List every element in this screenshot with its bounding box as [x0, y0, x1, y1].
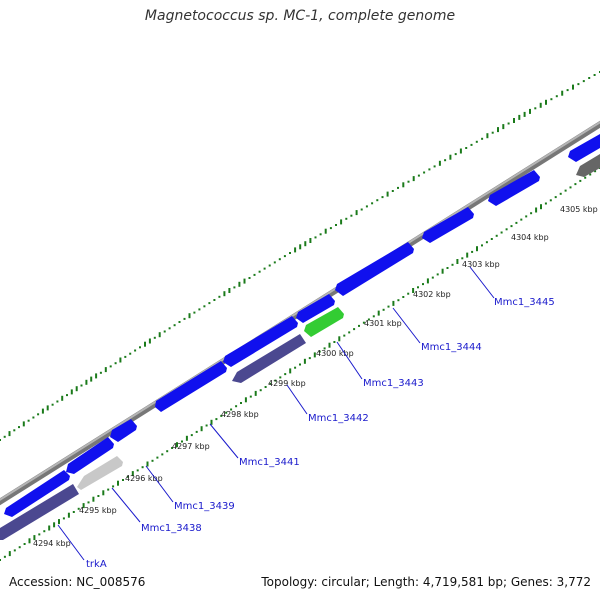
kbp-label: 4294 kbp: [33, 539, 71, 548]
genome-backbone: [0, 120, 600, 506]
forward-cds-feature[interactable]: [155, 361, 227, 412]
kbp-label: 4303 kbp: [462, 260, 500, 269]
forward-cds-feature[interactable]: [335, 242, 414, 296]
leader-line: [336, 341, 363, 380]
leader-line: [392, 307, 421, 344]
leader-line: [286, 384, 308, 415]
gene-label-mmc1-3442[interactable]: Mmc1_3442: [308, 413, 369, 424]
reverse-cds-feature[interactable]: [232, 334, 306, 383]
gene-label-mmc1-3439[interactable]: Mmc1_3439: [174, 501, 235, 512]
inner-gc-track: [0, 167, 600, 561]
kbp-scale: 4294 kbp 4295 kbp 4296 kbp 4297 kbp 4298…: [33, 205, 598, 548]
kbp-label: 4295 kbp: [79, 506, 117, 515]
map-title: Magnetococcus sp. MC-1, complete genome: [144, 8, 456, 24]
gene-label-mmc1-3441[interactable]: Mmc1_3441: [239, 457, 300, 468]
genome-summary-text: Topology: circular; Length: 4,719,581 bp…: [261, 575, 591, 589]
forward-cds-feature[interactable]: [4, 470, 70, 517]
gene-label-mmc1-3443[interactable]: Mmc1_3443: [363, 378, 424, 389]
forward-cds-feature[interactable]: [568, 134, 600, 162]
forward-cds-feature[interactable]: [422, 207, 474, 243]
pseudo-feature[interactable]: [77, 456, 123, 490]
forward-cds-feature[interactable]: [488, 170, 540, 206]
accession-text: Accession: NC_008576: [9, 575, 146, 589]
kbp-label: 4297 kbp: [172, 442, 210, 451]
gene-labels: trkA Mmc1_3438 Mmc1_3439 Mmc1_3441 Mmc1_…: [86, 297, 555, 570]
forward-cds-feature[interactable]: [296, 294, 335, 323]
kbp-label: 4301 kbp: [364, 319, 402, 328]
kbp-label: 4296 kbp: [125, 474, 163, 483]
leader-line: [57, 524, 85, 561]
kbp-label: 4305 kbp: [560, 205, 598, 214]
leader-line: [209, 423, 239, 459]
gene-label-trka[interactable]: trkA: [86, 559, 107, 570]
reverse-strand-track: [0, 154, 600, 540]
outer-gc-track: [0, 71, 600, 441]
kbp-label: 4299 kbp: [268, 379, 306, 388]
kbp-label: 4298 kbp: [221, 410, 259, 419]
leader-line: [469, 266, 495, 299]
kbp-label: 4304 kbp: [511, 233, 549, 242]
gene-label-mmc1-3438[interactable]: Mmc1_3438: [141, 523, 202, 534]
genome-backbone-highlight: [0, 121, 600, 501]
forward-cds-feature[interactable]: [110, 419, 137, 442]
rna-feature[interactable]: [304, 307, 344, 337]
gene-label-mmc1-3444[interactable]: Mmc1_3444: [421, 342, 482, 353]
kbp-label: 4300 kbp: [316, 349, 354, 358]
forward-cds-feature[interactable]: [66, 437, 114, 474]
gene-leader-lines: [57, 266, 495, 561]
kbp-label: 4302 kbp: [413, 290, 451, 299]
gene-label-mmc1-3445[interactable]: Mmc1_3445: [494, 297, 555, 308]
reverse-cds-feature[interactable]: [0, 484, 79, 540]
forward-cds-feature[interactable]: [223, 316, 298, 367]
other-feature[interactable]: [576, 154, 600, 177]
leader-line: [111, 487, 141, 523]
forward-strand-track: [4, 134, 600, 517]
leader-line: [145, 465, 174, 503]
